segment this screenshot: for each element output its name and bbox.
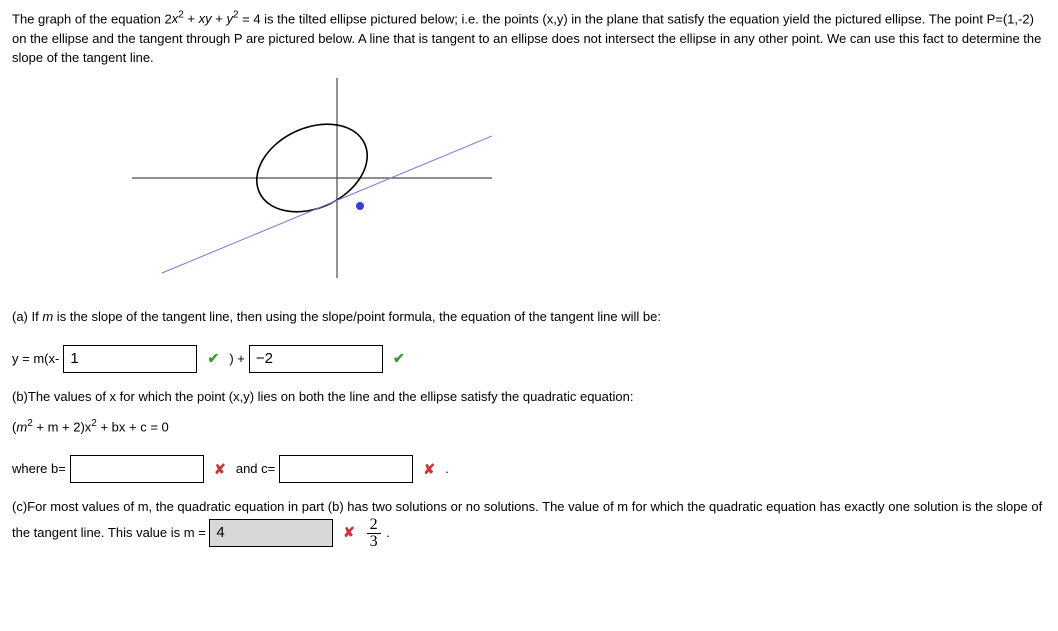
part-c-tail: . — [386, 525, 390, 540]
part-c: (c)For most values of m, the quadratic e… — [12, 497, 1046, 550]
part-b-intro: (b)The values of x for which the point (… — [12, 387, 1046, 407]
part-c-box[interactable]: 4 — [209, 519, 333, 547]
cross-icon: ✘ — [341, 522, 357, 543]
part-b-dot: . — [445, 459, 449, 479]
check-icon: ✔ — [205, 348, 221, 369]
part-b-and: and c= — [236, 459, 275, 479]
part-c-correct-fraction: 2 3 — [367, 517, 381, 550]
intro-eq: x2 + xy + y2 — [172, 11, 239, 26]
part-a-label: (a) If — [12, 309, 42, 324]
part-a-prefix: y = m(x- — [12, 349, 59, 369]
part-c-row: (c)For most values of m, the quadratic e… — [12, 499, 1042, 539]
intro-pre: The graph of the equation 2 — [12, 11, 172, 26]
part-c-text: (c)For most values of m, the quadratic e… — [12, 499, 1042, 539]
part-a: (a) If m is the slope of the tangent lin… — [12, 307, 1046, 373]
part-b: (b)The values of x for which the point (… — [12, 387, 1046, 483]
part-a-text: (a) If m is the slope of the tangent lin… — [12, 307, 1046, 327]
part-a-tail: is the slope of the tangent line, then u… — [53, 309, 661, 324]
part-a-box2[interactable]: −2 — [249, 345, 383, 373]
part-a-box1[interactable]: 1 — [63, 345, 197, 373]
part-b-b-box[interactable] — [70, 455, 204, 483]
check-icon: ✔ — [391, 348, 407, 369]
part-b-equation: (m2 + m + 2)x2 + bx + c = 0 — [12, 416, 1046, 437]
ellipse-diagram — [72, 78, 1046, 294]
intro-text: The graph of the equation 2x2 + xy + y2 … — [12, 8, 1046, 68]
part-b-where: where b= — [12, 459, 66, 479]
part-b-eq-mid: + m + 2)x — [33, 420, 92, 435]
part-b-inputs-row: where b= ✘ and c= ✘ . — [12, 455, 1046, 483]
fraction-denominator: 3 — [367, 534, 381, 550]
part-a-mid: ) + — [229, 349, 245, 369]
fraction-numerator: 2 — [367, 517, 381, 534]
part-a-equation-row: y = m(x- 1 ✔ ) + −2 ✔ — [12, 345, 1046, 373]
part-b-c-box[interactable] — [279, 455, 413, 483]
cross-icon: ✘ — [421, 459, 437, 480]
part-b-eq-tail: + bx + c = 0 — [97, 420, 169, 435]
cross-icon: ✘ — [212, 459, 228, 480]
